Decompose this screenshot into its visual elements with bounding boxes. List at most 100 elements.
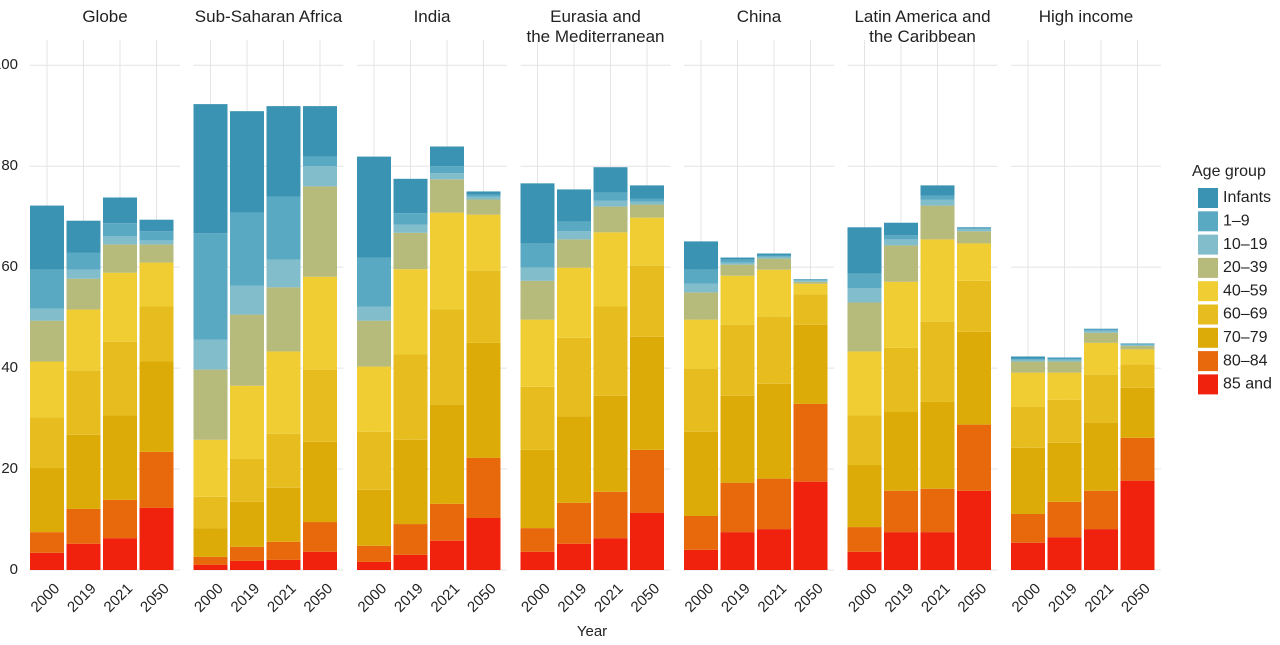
bar-segment <box>957 228 991 230</box>
bar-segment <box>430 179 464 213</box>
panel-title-line: Sub-Saharan Africa <box>195 7 343 26</box>
x-tick-label: 2000 <box>191 580 227 616</box>
bar-segment <box>30 532 64 553</box>
bar-segment <box>630 204 664 218</box>
bar-segment <box>757 383 791 479</box>
bar-segment <box>193 564 228 570</box>
panel-title: Sub-Saharan Africa <box>195 7 343 26</box>
bar-segment <box>193 439 228 497</box>
bar-segment <box>884 222 918 236</box>
bar-segment <box>66 543 101 570</box>
bar-segment <box>430 404 464 504</box>
bar-segment <box>266 433 301 488</box>
bar-segment <box>684 319 718 369</box>
bar-segment <box>630 265 664 337</box>
bar-segment <box>1120 349 1155 365</box>
bar-segment <box>103 244 137 273</box>
bar-segment <box>30 361 64 418</box>
panel-title: Latin America and the Caribbean <box>854 7 990 46</box>
legend-swatch <box>1198 211 1218 232</box>
panel-title-line: Latin America and <box>854 7 990 26</box>
x-tick-label: 2021 <box>428 580 464 616</box>
bar-segment <box>593 200 628 207</box>
bar-segment <box>1011 542 1045 570</box>
bar-segment <box>139 231 174 241</box>
bar-segment <box>757 253 791 256</box>
bar-segment <box>30 417 64 469</box>
bar-segment <box>393 439 428 525</box>
bar-segment <box>1011 372 1045 407</box>
bar-segment <box>557 239 591 268</box>
bar-segment <box>1084 330 1118 333</box>
bar-segment <box>557 502 591 544</box>
bar-segment <box>357 366 391 432</box>
bar-segment <box>139 262 174 307</box>
bar-segment <box>66 370 101 435</box>
legend-swatch <box>1198 327 1218 348</box>
bar-segment <box>103 341 137 416</box>
bar-segment <box>430 173 464 180</box>
bar-segment <box>1011 358 1045 360</box>
bar-segment <box>757 269 791 317</box>
panel-title: High income <box>1039 7 1134 26</box>
bar-segment <box>466 270 501 343</box>
legend-label: 70–79 <box>1223 329 1268 346</box>
bar-segment <box>393 354 428 440</box>
bar-segment <box>466 196 501 200</box>
bar-segment <box>847 351 882 416</box>
x-tick-label: 2019 <box>555 580 591 616</box>
bar-segment <box>847 227 882 274</box>
panel-title: Globe <box>82 7 127 26</box>
bar-segment <box>430 212 464 310</box>
bar-segment <box>266 487 301 542</box>
legend-swatch <box>1198 304 1218 325</box>
bar-segment <box>1047 442 1082 502</box>
bar-segment <box>793 283 828 295</box>
bar-segment <box>357 320 391 367</box>
bar-segment <box>793 481 828 570</box>
bar-segment <box>920 205 955 240</box>
bar-segment <box>520 243 555 268</box>
bar-segment <box>847 273 882 289</box>
bar-segment <box>139 451 174 508</box>
bar-segment <box>884 239 918 246</box>
bar-segment <box>103 499 137 539</box>
bar-segment <box>1120 344 1155 346</box>
bar-segment <box>557 189 591 222</box>
bar-segment <box>593 192 628 201</box>
bar-segment <box>66 508 101 544</box>
bar-segment <box>1084 328 1118 330</box>
bar-segment <box>520 449 555 529</box>
panel-title-line: China <box>737 7 782 26</box>
legend-swatch <box>1198 351 1218 372</box>
x-tick-label: 2019 <box>228 580 264 616</box>
bar-segment <box>430 540 464 570</box>
x-tick-label: 2050 <box>955 580 991 616</box>
bar-segment <box>1047 501 1082 538</box>
bar-segment <box>66 220 101 253</box>
bar-segment <box>303 551 337 570</box>
bar-segment <box>757 258 791 270</box>
bar-segment <box>103 236 137 245</box>
panel-title: India <box>414 7 451 26</box>
bar-segment <box>957 229 991 232</box>
bar-segment <box>557 416 591 503</box>
x-axis-label: Year <box>577 623 607 640</box>
bar-segment <box>466 214 501 271</box>
bar-segment <box>1047 358 1082 360</box>
bar-segment <box>1084 422 1118 491</box>
bar-segment <box>684 283 718 293</box>
bar-segment <box>630 336 664 450</box>
x-tick-label: 2050 <box>137 580 173 616</box>
bar-segment <box>884 281 918 348</box>
bar-segment <box>303 186 337 277</box>
bar-segment <box>847 288 882 303</box>
bar-segment <box>266 351 301 434</box>
x-tick-label: 2000 <box>28 580 64 616</box>
bar-segment <box>357 489 391 546</box>
bar-segment <box>684 269 718 284</box>
bar-segment <box>1011 406 1045 448</box>
bar-segment <box>303 522 337 552</box>
bar-segment <box>393 178 428 214</box>
bar-segment <box>357 156 391 258</box>
